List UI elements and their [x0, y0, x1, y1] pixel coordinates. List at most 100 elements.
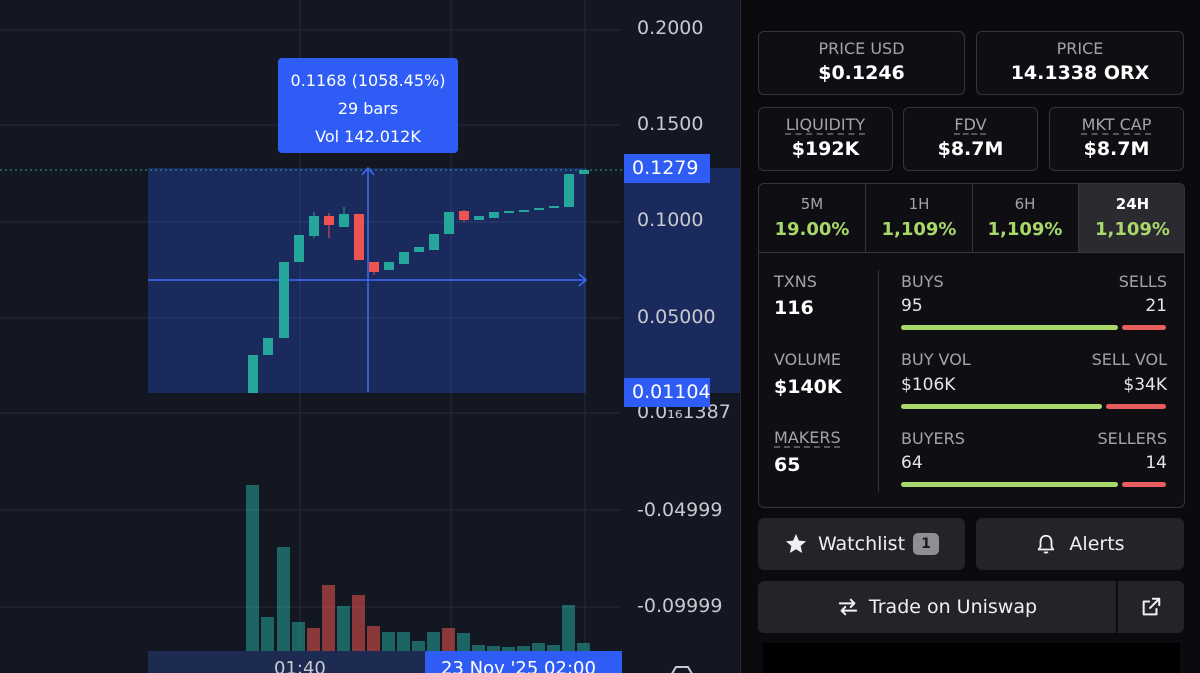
candle-body [489, 212, 499, 218]
tab-change: 1,109% [1095, 219, 1170, 240]
volume-bar [487, 646, 500, 651]
candle-body [549, 206, 559, 208]
candlestick-chart-canvas[interactable] [0, 0, 740, 673]
candles-group [248, 170, 589, 393]
price-axis-label: 0.1500 [637, 113, 704, 135]
market-cap-card[interactable]: MKT CAP $8.7M [1049, 107, 1184, 171]
candle-body [354, 214, 364, 260]
swap-arrows-icon [838, 598, 858, 616]
volume-label: VOLUME [774, 350, 841, 369]
tab-6h[interactable]: 6H 1,109% [972, 184, 1079, 253]
tab-5m[interactable]: 5M 19.00% [759, 184, 866, 253]
candle-body [519, 210, 529, 212]
fdv-value: $8.7M [937, 138, 1004, 160]
volume-bar [532, 643, 545, 651]
time-axis-selection [148, 651, 425, 673]
candle-body [339, 214, 349, 227]
stats-divider [878, 270, 879, 492]
tab-1h[interactable]: 1H 1,109% [866, 184, 973, 253]
volume-bars-group [246, 485, 590, 651]
makers-value: 65 [774, 454, 801, 476]
volume-bar [457, 633, 470, 651]
candle-body [564, 174, 574, 207]
makers-label[interactable]: MAKERS [774, 428, 841, 447]
sellers-label: SELLERS [1097, 429, 1167, 448]
fdv-card[interactable]: FDV $8.7M [903, 107, 1038, 171]
volume-bar [307, 628, 320, 651]
candle-body [459, 211, 469, 220]
tab-24h[interactable]: 24H 1,109% [1079, 184, 1184, 253]
trade-on-uniswap-button[interactable]: Trade on Uniswap [758, 581, 1116, 633]
candle-body [474, 216, 484, 220]
price-axis-label: -0.04999 [637, 499, 723, 521]
txns-value: 116 [774, 297, 814, 319]
market-cap-value: $8.7M [1083, 138, 1150, 160]
candle-body [399, 252, 409, 264]
liquidity-value: $192K [791, 138, 860, 160]
candle-body [369, 262, 379, 272]
sells-label: SELLS [1118, 272, 1167, 291]
price-axis-label: 0.05000 [637, 306, 716, 328]
price-native-value: 14.1338 ORX [1010, 62, 1150, 84]
tab-change: 1,109% [881, 219, 957, 240]
volume-bar [472, 645, 485, 651]
buyers-label: BUYERS [901, 429, 965, 448]
sellers-ratio-bar [1122, 482, 1166, 487]
price-usd-card: PRICE USD $0.1246 [758, 31, 965, 95]
volume-bar [502, 647, 515, 651]
volume-bar [337, 606, 350, 651]
volume-bar [322, 585, 335, 651]
candle-body [294, 235, 304, 262]
bell-icon [1038, 534, 1055, 554]
volume-bar [246, 485, 259, 651]
liquidity-card[interactable]: LIQUIDITY $192K [758, 107, 893, 171]
external-link-button[interactable] [1118, 581, 1184, 633]
buyers-ratio-bar [901, 482, 1118, 487]
sell-vol-value: $34K [1123, 375, 1167, 395]
tab-label: 6H [1014, 195, 1036, 213]
volume-bar [277, 547, 290, 651]
buys-label: BUYS [901, 272, 944, 291]
tab-change: 19.00% [774, 219, 850, 240]
chart-settings-icon[interactable] [670, 666, 694, 673]
tab-label: 24H [1115, 195, 1150, 213]
volume-bar [547, 645, 560, 651]
alerts-button[interactable]: Alerts [976, 518, 1184, 570]
price-usd-label: PRICE USD [818, 39, 905, 58]
volume-bar [367, 626, 380, 651]
trade-label: Trade on Uniswap [868, 596, 1038, 618]
price-scale-selection [624, 168, 740, 393]
price-axis-label: -0.09999 [637, 595, 723, 617]
price-usd-value: $0.1246 [818, 62, 905, 84]
buy-vol-value: $106K [901, 375, 956, 395]
buys-ratio-bar [901, 325, 1118, 330]
volume-bar [352, 595, 365, 651]
volume-bar [427, 632, 440, 651]
price-axis-label: 0.1000 [637, 209, 704, 231]
watchlist-label: Watchlist [817, 533, 906, 555]
tab-label: 1H [908, 195, 930, 213]
candle-body [384, 262, 394, 270]
buy-vol-label: BUY VOL [901, 350, 971, 369]
price-native-card: PRICE 14.1338 ORX [976, 31, 1184, 95]
timeframe-stats-box: 5M 19.00% 1H 1,109% 6H 1,109% 24H 1,109%… [758, 183, 1185, 508]
watchlist-count-badge: 1 [913, 533, 940, 555]
price-chart[interactable]: 0.2000 0.1500 0.1000 0.05000 0.0₁₆1387 -… [0, 0, 740, 673]
candle-body [429, 234, 439, 250]
volume-bar [562, 605, 575, 651]
liquidity-label: LIQUIDITY [785, 115, 866, 134]
volume-bar [577, 643, 590, 651]
sells-ratio-bar [1122, 325, 1166, 330]
current-price-tag: 0.1279 [624, 154, 710, 183]
embedded-content-area [763, 643, 1180, 673]
candle-body [263, 338, 273, 355]
candle-body [504, 211, 514, 213]
token-info-panel: PRICE USD $0.1246 PRICE 14.1338 ORX LIQU… [740, 0, 1200, 673]
sells-value: 21 [1145, 296, 1167, 316]
volume-value: $140K [774, 376, 842, 398]
candle-body [309, 216, 319, 236]
candle-body [279, 262, 289, 338]
watchlist-button[interactable]: Watchlist 1 [758, 518, 965, 570]
tab-change: 1,109% [987, 219, 1063, 240]
candle-body [414, 247, 424, 252]
